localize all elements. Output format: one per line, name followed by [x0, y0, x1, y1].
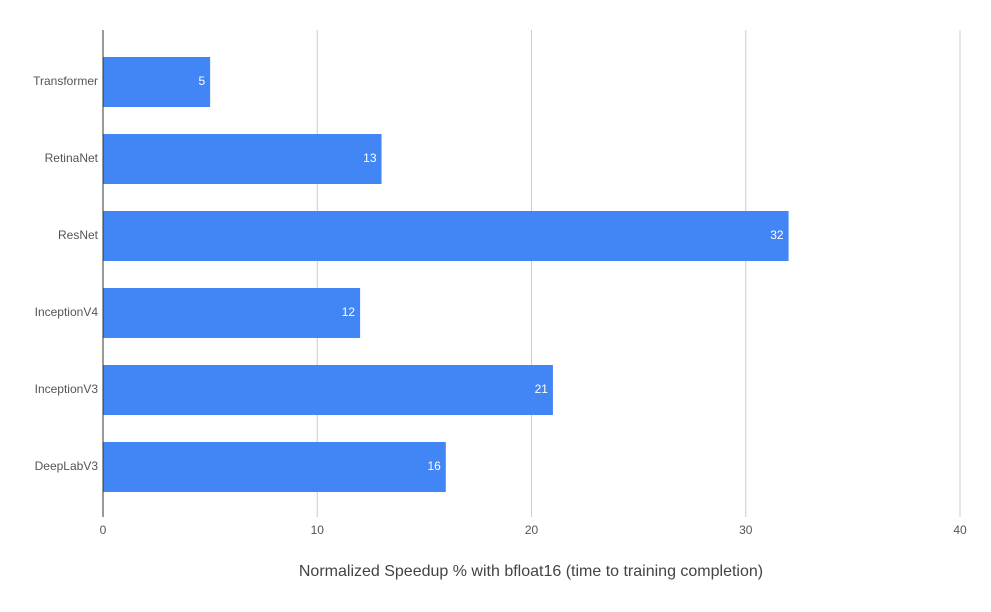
x-tick-label: 40: [953, 523, 967, 537]
x-tick-label: 20: [525, 523, 539, 537]
bar: [103, 57, 211, 107]
y-tick-label: InceptionV4: [35, 305, 99, 319]
x-tick-label: 30: [739, 523, 753, 537]
y-tick-label: ResNet: [58, 228, 99, 242]
data-label: 32: [770, 228, 784, 242]
bar: [103, 365, 553, 415]
bar: [103, 442, 446, 492]
y-tick-label: DeepLabV3: [35, 459, 99, 473]
data-label: 16: [427, 459, 441, 473]
y-tick-label: RetinaNet: [45, 151, 99, 165]
y-tick-label: InceptionV3: [35, 382, 99, 396]
bar: [103, 288, 361, 338]
x-tick-label: 0: [100, 523, 107, 537]
data-label: 5: [198, 74, 205, 88]
data-label: 13: [363, 151, 377, 165]
data-label: 12: [342, 305, 356, 319]
x-tick-label: 10: [311, 523, 325, 537]
x-axis-title: Normalized Speedup % with bfloat16 (time…: [299, 563, 763, 580]
bar: [103, 134, 382, 184]
bar: [103, 211, 789, 261]
data-label: 21: [535, 382, 549, 396]
y-tick-label: Transformer: [33, 74, 98, 88]
